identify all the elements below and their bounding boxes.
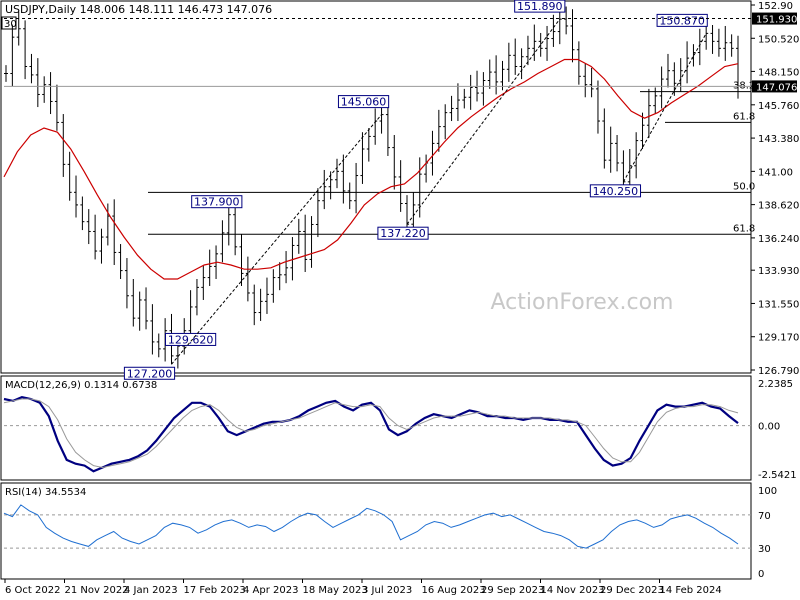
y-tick-label: 143.380 (758, 134, 799, 145)
rsi-tick-label: 0 (758, 569, 764, 580)
pivot-label: 151.890 (517, 0, 563, 13)
y-tick-label: 138.620 (758, 201, 799, 212)
pivot-label: 140.250 (593, 185, 639, 198)
current-price-marker (752, 80, 797, 93)
rsi-line (3, 504, 739, 549)
pivot-label: 127.200 (127, 367, 173, 380)
trend-dashed-line (171, 114, 382, 365)
current-price-label: 147.076 (756, 82, 797, 93)
pivot-label-box (589, 184, 642, 198)
y-tick-label: 131.550 (758, 299, 799, 310)
pivot-label-box (337, 95, 390, 109)
x-tick-label: 6 Oct 2022 (5, 585, 60, 596)
pivot-label-box (656, 13, 708, 27)
macd-panel-frame (0, 375, 752, 481)
y-tick-label: 141.00 (758, 167, 793, 178)
x-tick-label: 17 Feb 2023 (184, 585, 246, 596)
rsi-panel-frame (0, 482, 752, 580)
rsi-title: RSI(14) 34.5534 (5, 487, 86, 498)
y-tick-label: 133.930 (758, 266, 799, 277)
corner-tag: 30 (4, 19, 17, 30)
x-tick-label: 4 Apr 2023 (243, 585, 298, 596)
watermark: ActionForex.com (491, 290, 674, 315)
x-tick-label: 14 Nov 2023 (541, 585, 605, 596)
y-tick-label: 150.520 (758, 34, 799, 45)
x-tick-label: 4 Jan 2023 (124, 585, 178, 596)
x-tick-label: 29 Dec 2023 (600, 585, 664, 596)
trend-dashed-line (622, 33, 707, 183)
x-tick-label: 16 Aug 2023 (422, 585, 486, 596)
pivot-label-box (514, 0, 566, 13)
fib-level-label: 61.8 (733, 111, 755, 122)
y-tick-label: 129.170 (758, 333, 799, 344)
rsi-tick-label: 100 (758, 486, 777, 497)
fib-level-label: 61.8 (733, 223, 755, 234)
pivot-label-box (377, 226, 429, 240)
high-price-marker (752, 12, 797, 25)
macd-signal-line (3, 398, 739, 469)
pivot-label: 129.620 (168, 333, 214, 346)
y-tick-label: 126.790 (758, 366, 799, 377)
macd-tick-label: 0.00 (758, 422, 780, 433)
macd-tick-label: -2.5421 (758, 470, 797, 481)
x-tick-label: 21 Nov 2022 (65, 585, 129, 596)
pivot-label: 137.900 (194, 196, 240, 209)
x-tick-label: 14 Feb 2024 (660, 585, 722, 596)
rsi-tick-label: 30 (758, 544, 771, 555)
pivot-label: 150.870 (659, 14, 705, 27)
pivot-label-box (191, 195, 243, 209)
rsi-tick-label: 70 (758, 511, 771, 522)
trend-dashed-line (406, 18, 561, 225)
macd-title: MACD(12,26,9) 0.1314 0.6738 (5, 380, 157, 391)
y-tick-label: 148.150 (758, 67, 799, 78)
x-tick-label: 3 Jul 2023 (362, 585, 412, 596)
x-tick-label: 18 May 2023 (303, 585, 368, 596)
y-tick-label: 152.90 (758, 1, 793, 12)
pivot-label-box (123, 366, 176, 380)
moving-average-line (3, 58, 739, 280)
symbol-info: USDJPY,Daily 148.006 148.111 146.473 147… (5, 3, 272, 16)
high-price-label: 151.930 (756, 15, 797, 26)
pivot-label-box (164, 332, 217, 346)
fib-level-label: 50.0 (733, 181, 755, 192)
macd-tick-label: 2.2385 (758, 379, 793, 390)
x-tick-label: 29 Sep 2023 (481, 585, 544, 596)
macd-macd-line (3, 395, 739, 473)
pivot-label: 145.060 (341, 96, 387, 109)
y-tick-label: 145.760 (758, 101, 799, 112)
y-tick-label: 136.240 (758, 234, 799, 245)
pivot-label: 137.220 (380, 227, 426, 240)
